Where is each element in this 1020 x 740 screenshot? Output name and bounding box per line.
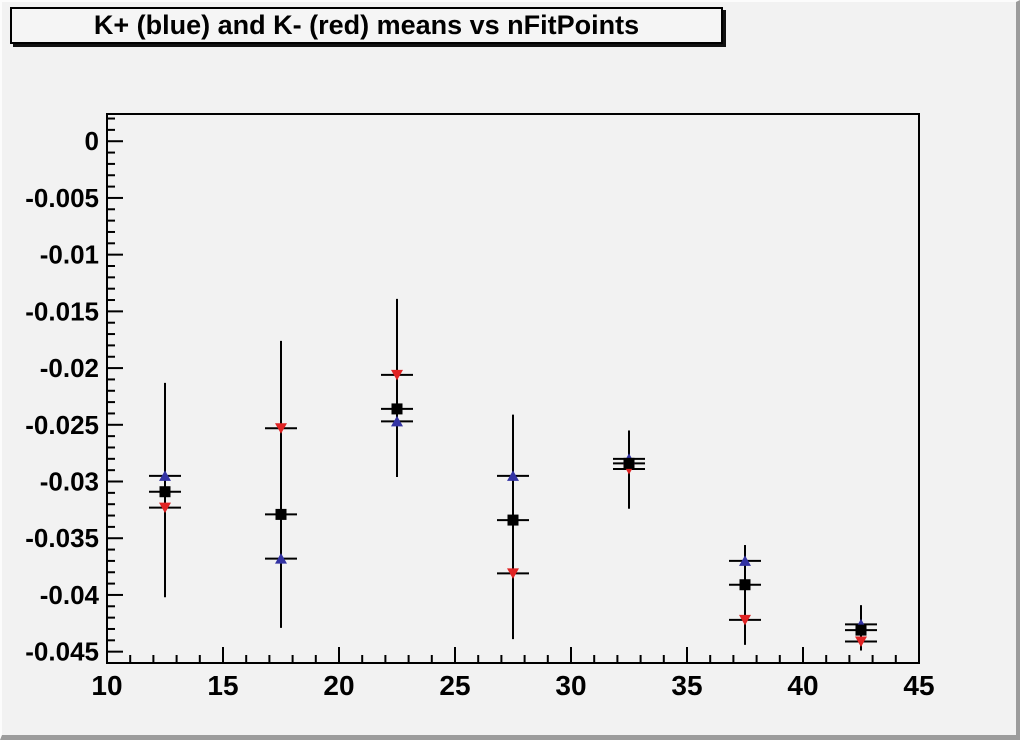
marker-kminus-triangle-down (507, 568, 519, 579)
x-axis-tick-label: 10 (91, 670, 122, 701)
marker-kplus-triangle-up (391, 415, 403, 427)
y-axis-tick-label: -0.025 (25, 410, 99, 440)
x-axis-tick-label: 20 (323, 670, 354, 701)
marker-kminus-triangle-down (159, 502, 171, 514)
y-axis-tick-label: -0.045 (25, 637, 99, 667)
x-axis-tick-label: 35 (671, 670, 702, 701)
x-axis-tick-label: 40 (787, 670, 818, 701)
marker-mean-square (275, 508, 287, 520)
marker-mean-square (507, 514, 519, 526)
marker-mean-square (855, 624, 867, 636)
title-box: K+ (blue) and K- (red) means vs nFitPoin… (10, 7, 723, 44)
y-axis-tick-label: -0.04 (40, 580, 100, 610)
marker-kplus-triangle-up (275, 553, 287, 564)
x-axis-tick-label: 45 (903, 670, 934, 701)
y-axis-tick-label: 0 (85, 126, 99, 156)
marker-kminus-triangle-down (391, 369, 403, 381)
y-axis-tick-label: -0.02 (40, 353, 99, 383)
marker-mean-square (391, 403, 403, 415)
plot-frame (106, 113, 920, 664)
marker-kminus-triangle-down (739, 614, 751, 626)
y-axis-tick-label: -0.01 (40, 240, 99, 270)
y-axis-tick-label: -0.035 (25, 523, 99, 553)
marker-kminus-triangle-down (275, 423, 287, 434)
plot-title: K+ (blue) and K- (red) means vs nFitPoin… (93, 10, 640, 40)
y-axis-tick-label: -0.03 (40, 467, 99, 497)
marker-mean-square (739, 579, 751, 591)
y-axis-tick-label: -0.005 (25, 183, 99, 213)
x-axis-tick-label: 15 (207, 670, 238, 701)
marker-mean-square (623, 457, 635, 469)
marker-kplus-triangle-up (739, 555, 751, 566)
marker-kplus-triangle-up (507, 470, 519, 481)
marker-kminus-triangle-down (855, 636, 867, 647)
x-axis-tick-label: 25 (439, 670, 470, 701)
y-axis-tick-label: -0.015 (25, 296, 99, 326)
marker-kplus-triangle-up (159, 470, 171, 481)
marker-mean-square (159, 486, 171, 498)
x-axis-tick-label: 30 (555, 670, 586, 701)
